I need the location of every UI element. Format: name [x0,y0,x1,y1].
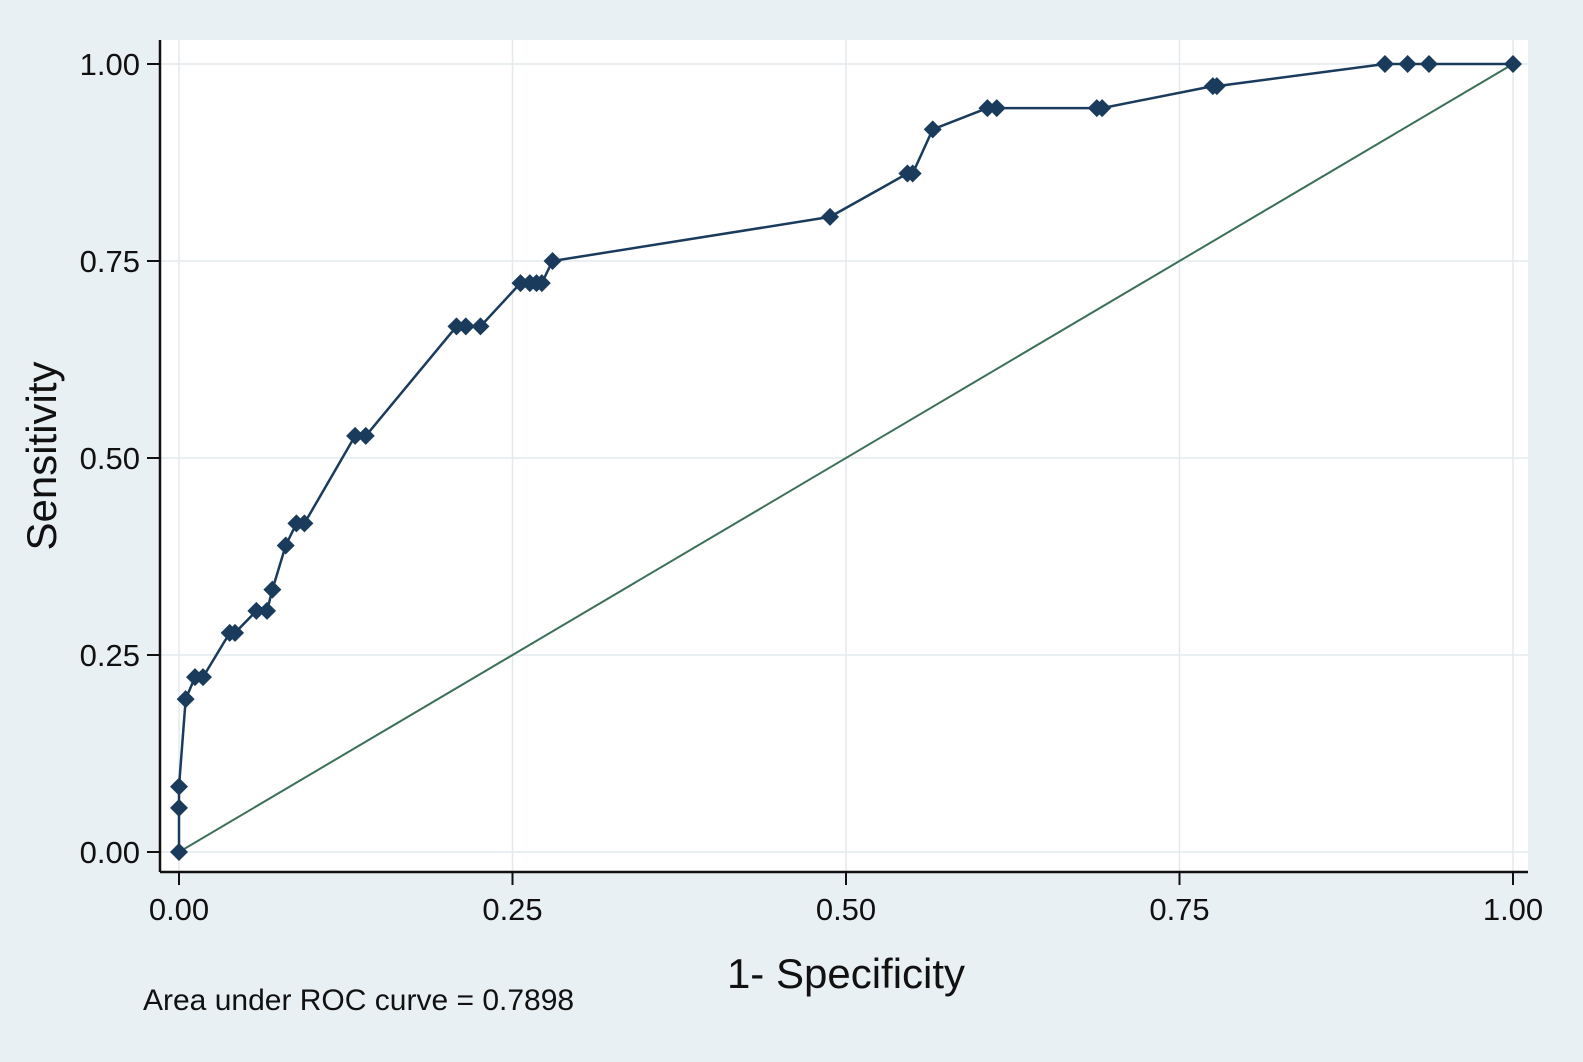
reference-line-layer [178,63,1514,853]
axes: 0.00 0.25 0.50 0.75 1.00 0.00 0.25 0.50 0.75 1.00 [80,40,1543,927]
roc-point-marker [176,690,195,709]
x-axis-title: 1- Specificity [727,950,965,997]
roc-point-marker [258,601,277,620]
roc-point-marker [456,317,475,336]
roc-point-marker [511,274,530,293]
y-tick-label: 0.75 [80,244,140,279]
roc-point-marker [532,274,551,293]
auc-note: Area under ROC curve = 0.7898 [143,984,574,1017]
roc-point-marker [987,99,1006,118]
x-tick-label: 0.00 [149,892,209,927]
roc-point-marker [1375,55,1394,73]
y-axis-title: Sensitivity [18,361,65,550]
roc-point-marker [820,207,839,226]
roc-point-marker [194,668,213,687]
roc-point-marker [978,99,997,118]
roc-point-marker [356,426,375,445]
roc-point-marker [346,426,365,445]
roc-point-marker [1504,55,1522,73]
roc-markers [170,55,1522,861]
roc-point-marker [295,514,314,533]
x-tick-label: 1.00 [1483,892,1543,927]
y-tick-label: 1.00 [80,47,140,82]
x-tick-label: 0.75 [1149,892,1209,927]
roc-point-marker [263,580,282,599]
roc-point-marker [447,317,466,336]
roc-point-marker [170,798,188,817]
roc-point-marker [923,120,942,139]
x-tick-label: 0.50 [816,892,876,927]
x-tick-label: 0.25 [482,892,542,927]
reference-diagonal-line [178,63,1514,853]
gridlines [160,40,1528,872]
roc-point-marker [471,317,490,336]
roc-point-marker [543,252,562,270]
roc-point-marker [1419,55,1438,73]
roc-point-marker [247,601,266,620]
roc-point-marker [903,164,922,183]
y-tick-label: 0.50 [80,441,140,476]
plot-area [160,40,1528,872]
roc-point-marker [276,536,295,555]
roc-point-marker [1093,99,1112,118]
roc-point-marker [226,623,245,642]
roc-point-marker [170,777,188,796]
y-tick-label: 0.00 [80,835,140,870]
roc-point-marker [1207,77,1226,96]
y-tick-label: 0.25 [80,638,140,673]
roc-point-marker [1398,55,1417,73]
roc-point-marker [170,843,188,861]
